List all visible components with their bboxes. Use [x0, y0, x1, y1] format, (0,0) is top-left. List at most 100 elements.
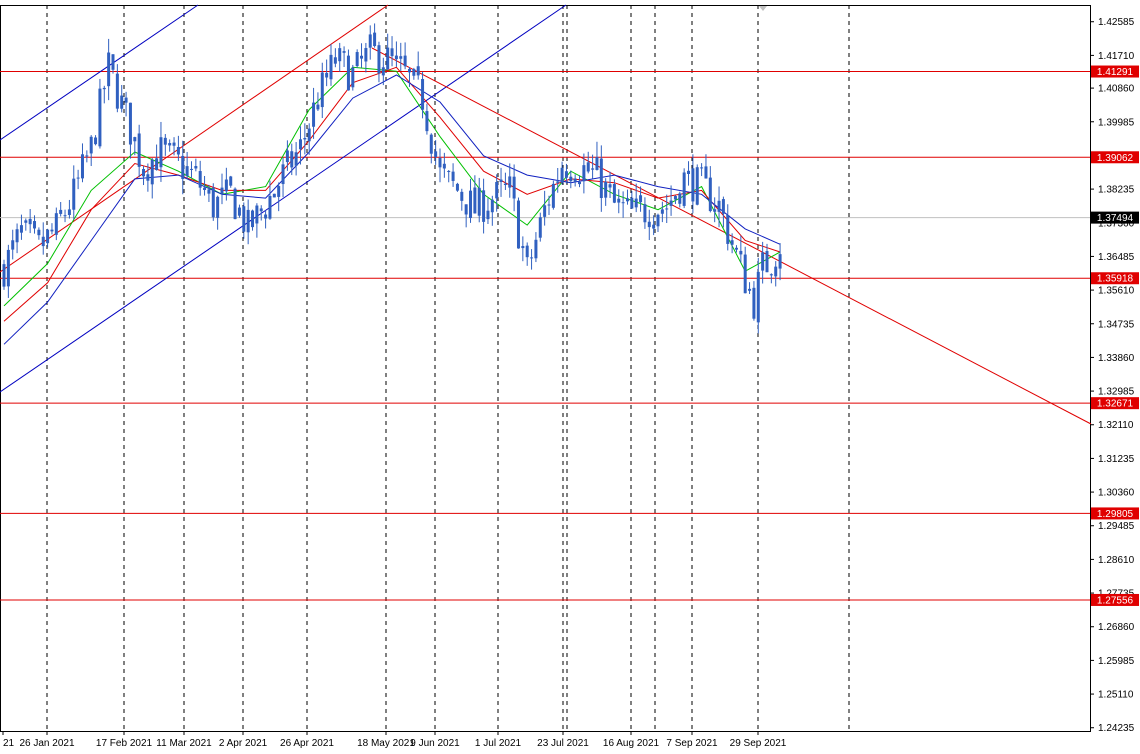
candle-body — [486, 210, 490, 220]
candle-body — [438, 157, 442, 168]
candle-body — [364, 48, 368, 62]
candle-body — [159, 137, 163, 168]
candle — [189, 161, 193, 179]
candle — [246, 199, 250, 245]
candle-body — [72, 178, 76, 210]
candle-body — [660, 209, 664, 214]
candle-body — [713, 209, 717, 212]
candle-body — [665, 208, 669, 210]
candle-body — [578, 181, 582, 185]
candle-body — [756, 271, 760, 323]
candle — [94, 135, 98, 146]
candle-body — [739, 250, 743, 255]
candle — [412, 67, 416, 80]
candle — [582, 153, 586, 194]
candle-body — [521, 246, 525, 249]
candle-body — [229, 176, 233, 186]
candle — [726, 204, 730, 251]
level-tag-label: 1.35918 — [1097, 274, 1134, 285]
candle-body — [181, 155, 185, 179]
plot-frame — [0, 5, 1091, 732]
candle — [211, 183, 215, 221]
candle-body — [312, 102, 316, 127]
candle-body — [50, 229, 54, 232]
candle — [107, 38, 111, 101]
candle-body — [355, 52, 359, 67]
candle-body — [59, 209, 63, 214]
candle — [111, 54, 115, 74]
candle — [281, 157, 285, 198]
candle — [268, 180, 272, 220]
candle — [355, 49, 359, 68]
candle-body — [163, 137, 167, 145]
candle-body — [346, 55, 350, 91]
price-label: 1.35610 — [1098, 286, 1135, 297]
candle-body — [128, 102, 132, 145]
candle-body — [316, 104, 320, 110]
candle — [756, 257, 760, 334]
candle — [464, 204, 468, 228]
candle-body — [255, 205, 259, 224]
candle — [368, 25, 372, 60]
candle-body — [630, 197, 634, 209]
candle — [499, 167, 503, 197]
candle-body — [207, 189, 211, 194]
candle — [364, 42, 368, 73]
candle-body — [464, 204, 468, 215]
price-label: 1.26860 — [1098, 622, 1135, 633]
candle — [739, 235, 743, 263]
candle-body — [547, 204, 551, 206]
level-tag — [1091, 151, 1139, 164]
candle-body — [748, 288, 752, 291]
candle-body — [368, 34, 372, 48]
moving-average-line — [3, 66, 781, 322]
candle — [551, 180, 555, 210]
candle — [595, 141, 599, 171]
candle — [399, 42, 403, 71]
date-label: 26 Apr 2021 — [280, 738, 334, 749]
candle-body — [617, 198, 621, 203]
candle — [660, 201, 664, 223]
candle-body — [421, 78, 425, 110]
candle — [700, 163, 704, 177]
candle-body — [381, 67, 385, 76]
candle — [2, 259, 6, 290]
candle — [586, 151, 590, 174]
candle-body — [761, 252, 765, 271]
candle-body — [333, 57, 337, 64]
candle-body — [508, 176, 512, 188]
candle — [220, 173, 224, 205]
candle-body — [490, 199, 494, 213]
candle — [534, 232, 538, 263]
candle — [486, 198, 490, 225]
chart-shift-marker[interactable] — [759, 6, 767, 11]
candle-body — [203, 187, 207, 191]
candle — [85, 150, 89, 163]
price-label: 1.30360 — [1098, 488, 1135, 499]
candle-body — [460, 191, 464, 201]
candle — [774, 261, 778, 287]
channel-upper-line — [0, 4, 199, 141]
candle-body — [516, 200, 520, 249]
candle-body — [525, 245, 529, 258]
candle — [438, 148, 442, 183]
candle — [377, 41, 381, 83]
candle-body — [172, 142, 176, 146]
candle — [133, 136, 137, 156]
candle-body — [543, 205, 547, 217]
candle — [237, 204, 241, 218]
current-price-label: 1.37494 — [1097, 213, 1134, 224]
candle-body — [176, 147, 180, 155]
candle-body — [412, 69, 416, 76]
plot-area[interactable] — [0, 4, 1092, 732]
candle-body — [721, 199, 725, 214]
candle-body — [360, 55, 364, 59]
price-label: 1.25110 — [1098, 690, 1134, 701]
candle — [264, 210, 268, 229]
candle — [41, 222, 45, 255]
candle-body — [530, 257, 534, 259]
candle-body — [656, 214, 660, 227]
candle — [24, 218, 28, 231]
vertical-grid — [46, 5, 850, 731]
